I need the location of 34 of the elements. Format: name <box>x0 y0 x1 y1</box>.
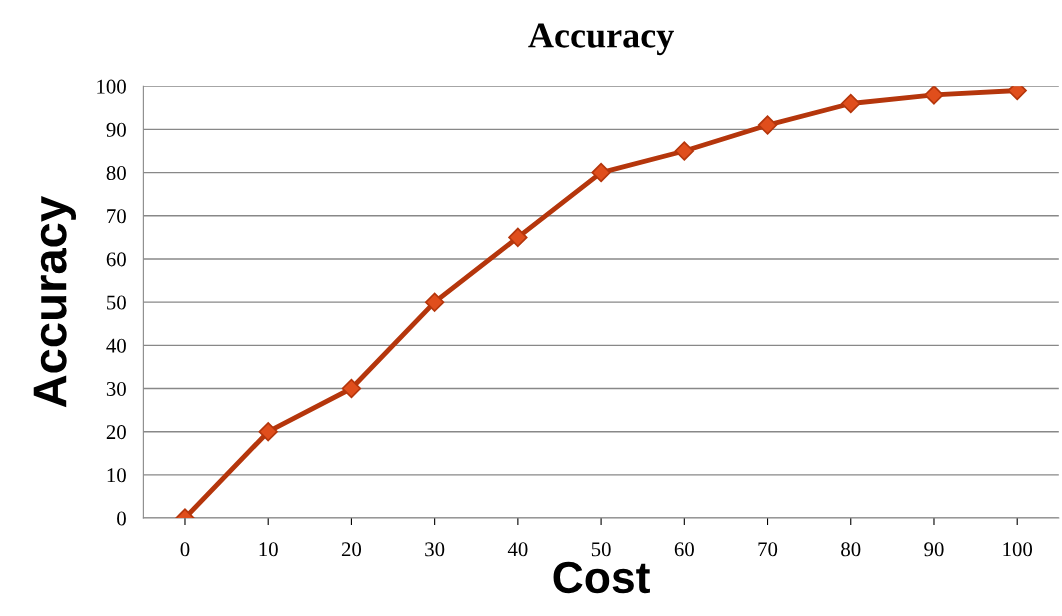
y-tick-label: 100 <box>97 79 126 94</box>
y-tick-label: 0 <box>117 511 126 526</box>
point <box>508 227 528 248</box>
x-axis-title: Cost <box>553 561 650 594</box>
x-tick-label: 10 <box>259 542 278 557</box>
point <box>258 422 278 442</box>
y-axis-title: Accuracy <box>33 196 77 408</box>
chart-title: Accuracy <box>528 23 674 56</box>
y-tick-label: 30 <box>106 381 126 396</box>
y-tick-label: 60 <box>106 252 126 267</box>
y-tick-label: 90 <box>106 122 126 137</box>
point <box>924 86 944 105</box>
x-tick-label: 60 <box>674 542 694 557</box>
point <box>841 93 861 114</box>
point <box>674 141 694 161</box>
y-tick-label: 70 <box>107 209 126 224</box>
x-tick-label: 80 <box>841 542 861 557</box>
point <box>424 292 445 312</box>
x-tick-label: 40 <box>507 542 528 557</box>
point <box>341 378 362 399</box>
point <box>591 162 611 183</box>
x-tick-label: 30 <box>425 542 445 557</box>
y-tick-label: 10 <box>107 468 126 483</box>
x-tick-label: 50 <box>591 542 611 557</box>
x-tick-label: 100 <box>1003 542 1033 557</box>
x-tick-label: 20 <box>341 542 362 557</box>
y-tick-label: 80 <box>106 165 126 181</box>
x-tick-label: 90 <box>924 542 944 557</box>
y-tick-label: 20 <box>106 425 126 440</box>
y-tick-label: 40 <box>106 338 126 353</box>
y-tick-label: 50 <box>107 295 126 310</box>
x-tick-label: 70 <box>758 542 778 557</box>
x-tick-label: 0 <box>180 542 190 557</box>
point <box>757 115 778 135</box>
